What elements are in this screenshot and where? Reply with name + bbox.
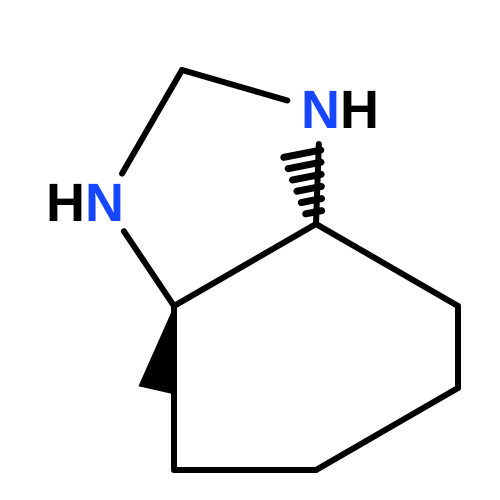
atom-label-n1: NH (301, 83, 379, 137)
molecule-canvas: NH HN (0, 0, 500, 500)
atom-label-n3: HN (46, 176, 124, 230)
molecule-svg (0, 0, 500, 500)
